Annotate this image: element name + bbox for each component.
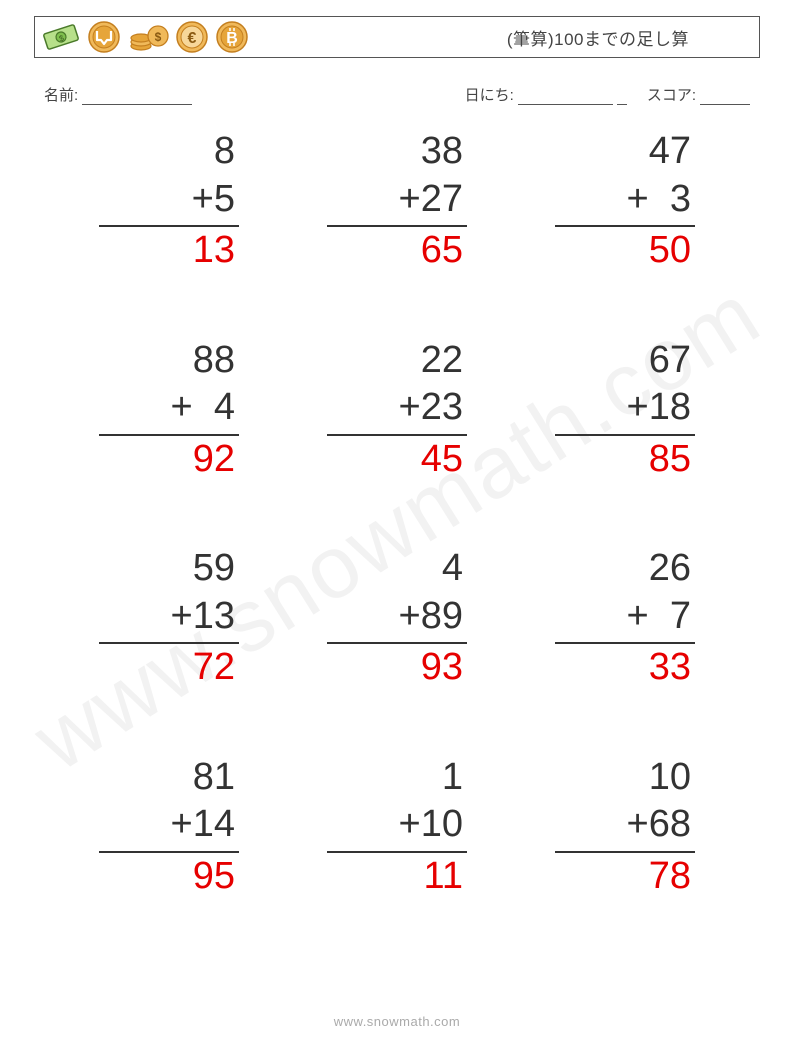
addend-top: 47 [555,128,695,176]
score-label: スコア: [647,84,696,105]
answer: 13 [99,227,239,275]
addend-bottom: +14 [99,801,239,853]
problem: 59+1372 [99,545,239,692]
addend-bottom: +18 [555,384,695,436]
addend-bottom: +27 [327,176,467,228]
monero-coin-icon [87,20,121,54]
coin-stack-icon: $ [127,22,169,52]
name-blank[interactable] [82,88,192,105]
answer: 85 [555,436,695,484]
addend-bottom: +13 [99,593,239,645]
footer-link: www.snowmath.com [0,1014,794,1029]
answer: 95 [99,853,239,901]
svg-text:€: € [188,30,197,47]
addend-bottom: +89 [327,593,467,645]
addend-bottom: +68 [555,801,695,853]
answer: 50 [555,227,695,275]
problem: 38+2765 [327,128,467,275]
worksheet-title: (筆算)100までの足し算 [507,25,749,50]
addend-top: 67 [555,337,695,385]
addend-top: 26 [555,545,695,593]
answer: 93 [327,644,467,692]
addend-bottom: +23 [327,384,467,436]
problem: 88+ 492 [99,337,239,484]
answer: 78 [555,853,695,901]
banknote-icon: $ [41,22,81,52]
addend-top: 88 [99,337,239,385]
problem: 47+ 350 [555,128,695,275]
date-label: 日にち: [465,84,514,105]
addend-top: 22 [327,337,467,385]
problem: 81+1495 [99,754,239,901]
svg-text:B: B [226,30,238,47]
meta-row: 名前: 日にち: スコア: [44,84,750,105]
addend-bottom: +5 [99,176,239,228]
svg-text:$: $ [155,30,162,44]
addend-top: 81 [99,754,239,802]
addend-bottom: +10 [327,801,467,853]
problem: 22+2345 [327,337,467,484]
addend-top: 1 [327,754,467,802]
addend-top: 38 [327,128,467,176]
addend-top: 8 [99,128,239,176]
addend-bottom: + 7 [555,593,695,645]
date-blank[interactable] [518,88,613,105]
header-bar: $ $ € [34,16,760,58]
addend-bottom: + 3 [555,176,695,228]
answer: 33 [555,644,695,692]
answer: 45 [327,436,467,484]
answer: 72 [99,644,239,692]
date-blank-2[interactable] [617,88,627,105]
problems-grid: 8+51338+276547+ 35088+ 49222+234567+1885… [60,128,734,900]
worksheet-page: $ $ € [0,0,794,1053]
euro-coin-icon: € [175,20,209,54]
answer: 92 [99,436,239,484]
problem: 4+8993 [327,545,467,692]
header-icons: $ $ € [41,20,249,54]
problem: 67+1885 [555,337,695,484]
answer: 65 [327,227,467,275]
problem: 8+513 [99,128,239,275]
problem: 10+6878 [555,754,695,901]
addend-bottom: + 4 [99,384,239,436]
score-blank[interactable] [700,88,750,105]
addend-top: 59 [99,545,239,593]
problem: 1+1011 [327,754,467,901]
addend-top: 4 [327,545,467,593]
answer: 11 [327,853,467,901]
bitcoin-coin-icon: B [215,20,249,54]
name-field: 名前: [44,84,192,105]
name-label: 名前: [44,84,78,105]
addend-top: 10 [555,754,695,802]
date-score-fields: 日にち: スコア: [465,84,750,105]
problem: 26+ 733 [555,545,695,692]
